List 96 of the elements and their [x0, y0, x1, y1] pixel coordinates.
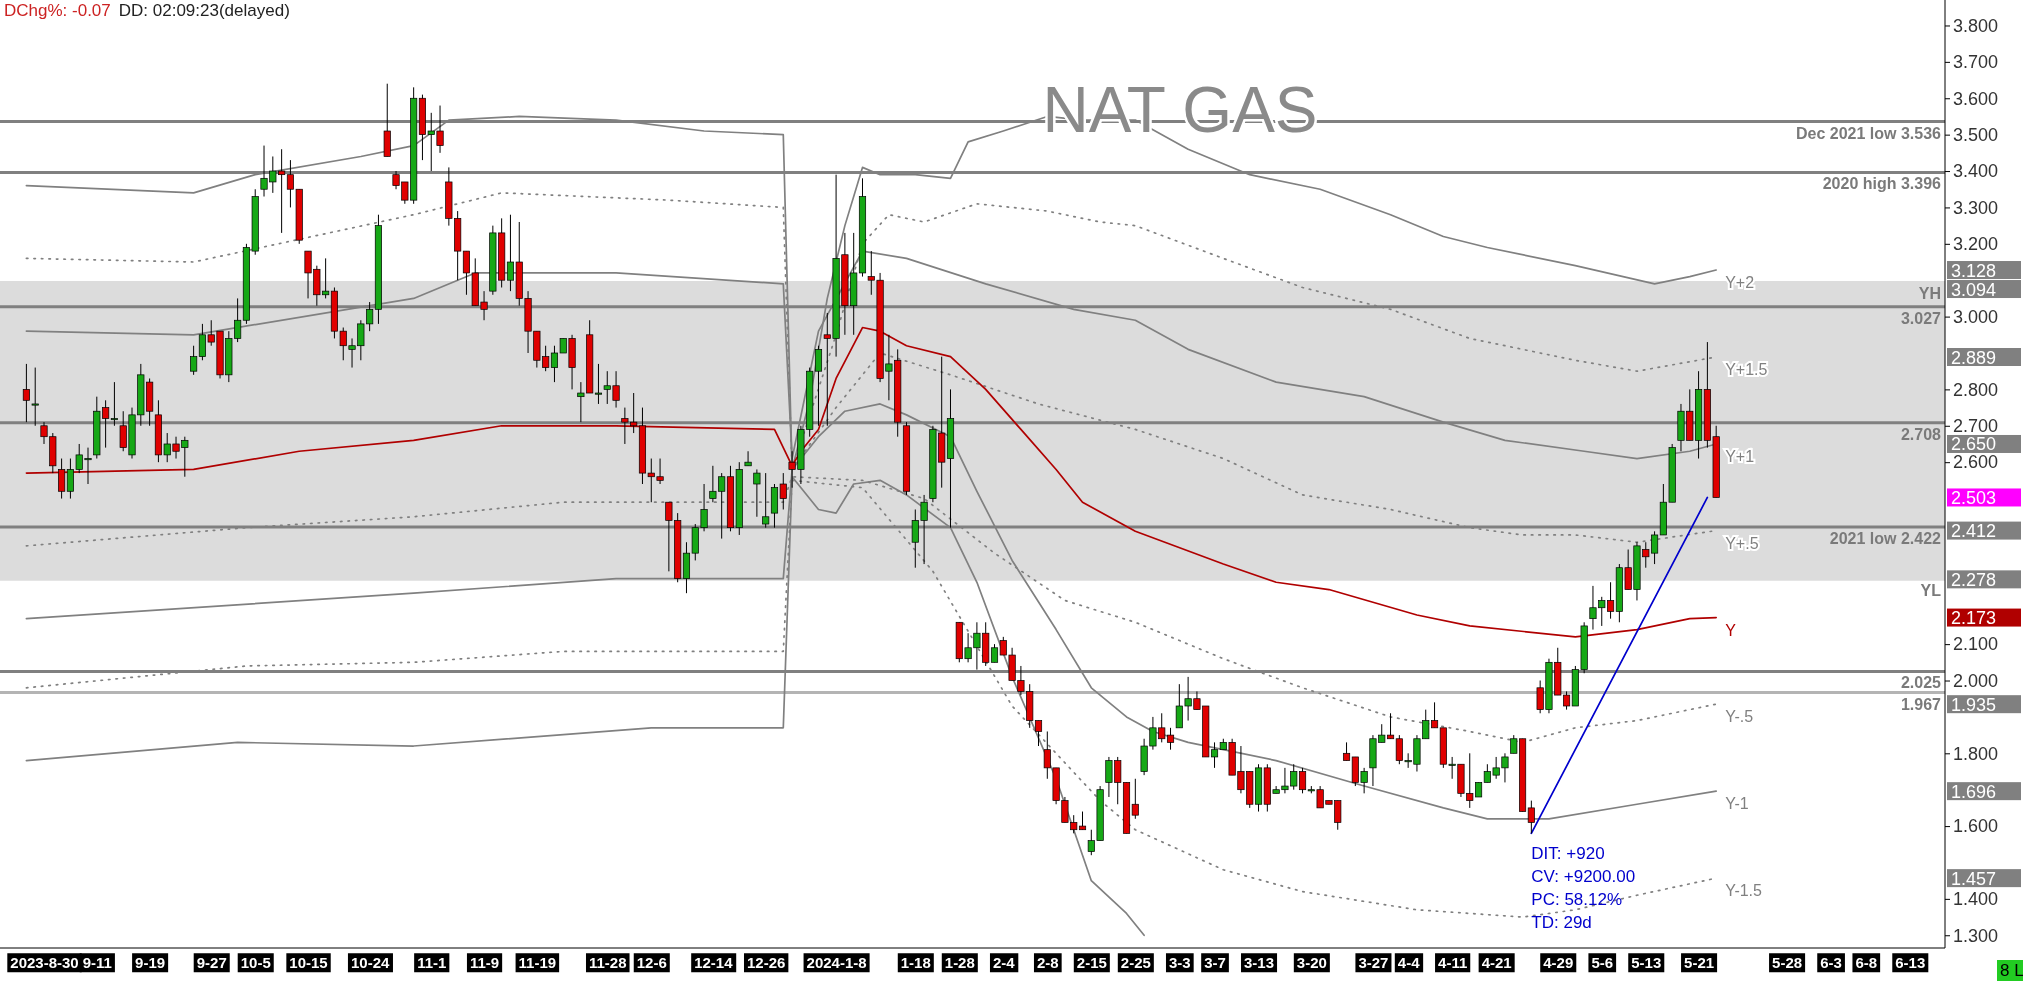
y-tick-label: 3.700 — [1953, 52, 1999, 73]
x-tick-label: 11-9 — [469, 954, 500, 972]
y-tick-label: 2.173 — [1951, 608, 1997, 629]
x-tick-label: 10-5 — [240, 954, 271, 972]
y-tick-label: 3.094 — [1951, 279, 1997, 300]
y-tick-label: 2.700 — [1953, 416, 1999, 437]
x-tick-label: 2-4 — [992, 954, 1016, 972]
ref-line-label: YL — [1920, 582, 1942, 600]
y-tick-label: 1.800 — [1953, 743, 1999, 764]
x-tick-label: 2-25 — [1120, 954, 1151, 972]
y-tick-label: 3.128 — [1951, 260, 1997, 281]
candlestick — [753, 468, 761, 518]
y-tick-label: 3.400 — [1953, 161, 1999, 182]
y-tick-label: 1.600 — [1953, 816, 1999, 837]
x-tick-label: 2-15 — [1076, 954, 1107, 972]
x-tick-label: 5-6 — [1591, 954, 1614, 972]
y-tick-label: 2.600 — [1953, 452, 1999, 473]
x-tick-label: 12-26 — [746, 954, 786, 972]
x-tick-label: 2024-1-8 — [806, 954, 867, 972]
series-label: Y+1.5 — [1725, 361, 1768, 378]
ref-line-label: 2021 low 2.422 — [1829, 529, 1942, 547]
x-tick-label: 3-27 — [1358, 954, 1389, 972]
series-label: Y-.5 — [1725, 708, 1754, 726]
y-tick-label: 2.503 — [1951, 487, 1997, 508]
series-label: Y-1.5 — [1725, 882, 1763, 900]
x-tick-label: 11-28 — [588, 954, 627, 972]
x-tick-label: 9-11 — [82, 954, 112, 972]
candlestick — [190, 345, 198, 376]
y-tick-label: 1.935 — [1951, 694, 1997, 715]
x-tick-label: 1-18 — [900, 954, 931, 972]
y-tick-label: 3.300 — [1953, 197, 1999, 218]
x-tick-label: 10-24 — [350, 954, 390, 972]
x-tick-label: 11-19 — [518, 954, 557, 972]
x-tick-label: 6-13 — [1895, 954, 1926, 972]
x-tick-label: 11-1 — [417, 954, 447, 972]
x-tick-label: 5-13 — [1631, 954, 1662, 972]
x-tick-label: 12-14 — [694, 954, 734, 972]
series-label: Y+2 — [1725, 274, 1755, 292]
x-tick-label: 12-6 — [636, 954, 667, 972]
x-tick-label: 4-11 — [1438, 954, 1468, 972]
ref-line-label: 2.708 — [1900, 425, 1942, 443]
candlestick — [762, 472, 770, 529]
series-label: Y+1 — [1725, 447, 1755, 465]
y-tick-label: 3.500 — [1953, 124, 1999, 145]
x-tick-label: 6-3 — [1820, 954, 1842, 972]
ref-line-label: 2.025 — [1900, 674, 1942, 692]
x-tick-label: 3-20 — [1296, 954, 1327, 972]
y-tick-label: 1.400 — [1953, 889, 1999, 910]
x-tick-label: 3-13 — [1244, 954, 1275, 972]
x-tick-label: 2-8 — [1036, 954, 1059, 972]
candlestick — [744, 450, 752, 467]
y-tick-label: 2.800 — [1953, 379, 1999, 400]
x-tick-label: 6-8 — [1855, 954, 1878, 972]
y-tick-label: 2.412 — [1951, 521, 1997, 542]
text: 8 L — [2000, 961, 2023, 980]
candlestick — [22, 363, 30, 423]
y-tick-label: 1.300 — [1953, 925, 1999, 946]
series-label: Y+.5 — [1725, 534, 1759, 552]
y-tick-label: 3.200 — [1953, 234, 1999, 255]
candlestick — [110, 381, 118, 427]
ref-line-label: 1.967 — [1900, 695, 1942, 713]
y-tick-label: 2.278 — [1951, 569, 1997, 590]
x-tick-label: 5-21 — [1684, 954, 1715, 972]
ref-line-label: 2020 high 3.396 — [1822, 175, 1942, 193]
y-tick-label: 2.000 — [1953, 670, 1999, 691]
line-series — [25, 326, 1718, 638]
x-tick-label: 3-7 — [1204, 954, 1226, 972]
x-tick-label: 5-28 — [1772, 954, 1803, 972]
ref-line-label: Dec 2021 low 3.536 — [1796, 124, 1942, 142]
x-tick-label: 9-27 — [196, 954, 227, 972]
y-tick-label: 2.650 — [1951, 434, 1997, 455]
x-tick-label: 4-4 — [1397, 954, 1421, 972]
ref-line-label: YH — [1918, 285, 1941, 303]
x-tick-label: 3-3 — [1168, 954, 1191, 972]
candlestick — [58, 458, 66, 500]
candlestick — [1527, 800, 1535, 834]
y-tick-label: 3.000 — [1953, 306, 1999, 327]
annotation: DIT: +920 CV: +9200.00 PC: 58.12% TD: 29d — [1531, 844, 1636, 933]
y-tick-label: 3.800 — [1953, 15, 1999, 36]
x-tick-label: 1-28 — [944, 954, 975, 972]
y-tick-label: 2.100 — [1953, 634, 1999, 655]
x-tick-label: 9-19 — [135, 954, 166, 972]
candlestick — [31, 367, 39, 427]
x-tick-label: 4-21 — [1481, 954, 1512, 972]
annotation: DChg%: -0.07 — [4, 1, 111, 20]
x-tick-label: 2023-8-30 — [10, 954, 79, 972]
annotation: DD: 02:09:23(delayed) — [118, 1, 290, 20]
x-tick-label: 10-15 — [289, 954, 328, 972]
series-label: Y — [1725, 621, 1737, 639]
x-tick-label: 4-29 — [1543, 954, 1574, 972]
ref-line-label: 3.027 — [1900, 309, 1942, 327]
y-tick-label: 2.889 — [1951, 347, 1997, 368]
series-label: Y-1 — [1725, 795, 1749, 813]
y-tick-label: 1.696 — [1951, 781, 1997, 802]
y-tick-label: 3.600 — [1953, 88, 1999, 109]
y-tick-label: 1.457 — [1951, 868, 1997, 889]
